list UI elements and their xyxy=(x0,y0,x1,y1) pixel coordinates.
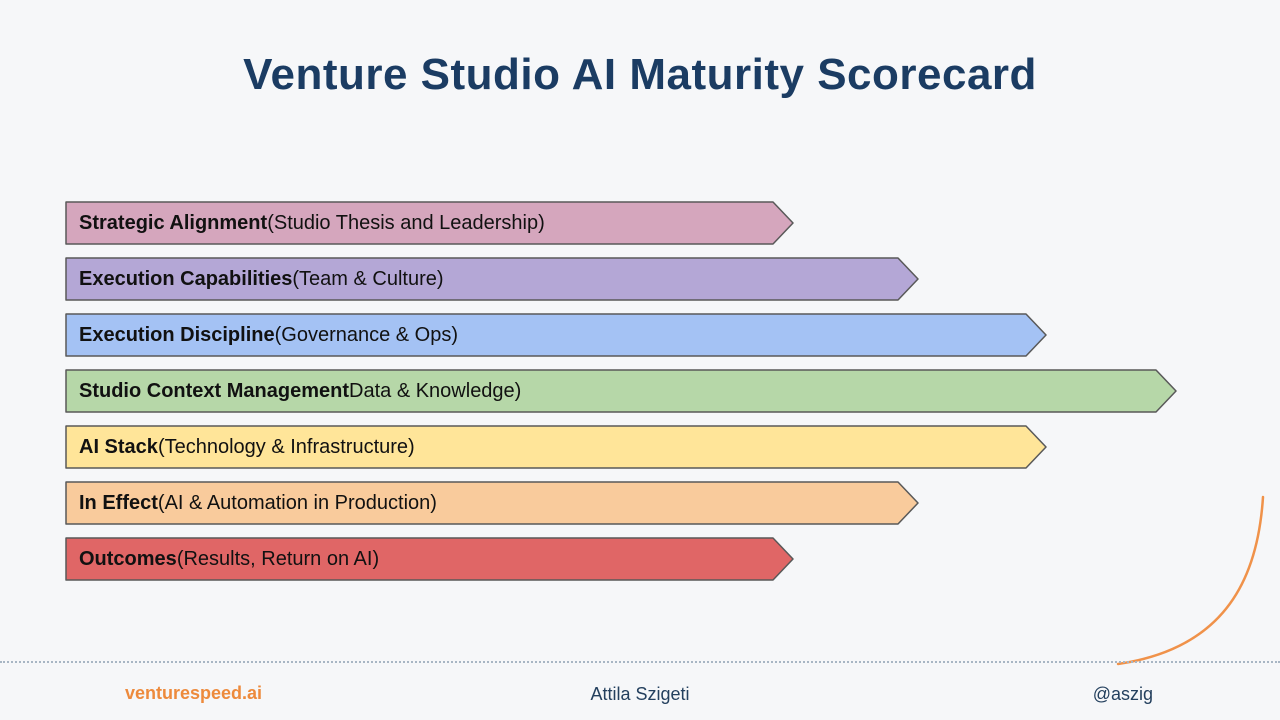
maturity-bar-4: AI Stack (Technology & Infrastructure) xyxy=(65,425,1048,469)
footer-divider xyxy=(0,661,1280,663)
bar-label: In Effect (AI & Automation in Production… xyxy=(79,491,437,514)
bar-label: Execution Discipline (Governance & Ops) xyxy=(79,323,459,346)
bar-label: Execution Capabilities (Team & Culture) xyxy=(79,267,444,290)
footer-social-handle[interactable]: @aszig xyxy=(1092,684,1153,704)
arrow-shape xyxy=(65,201,794,245)
bar-label: Studio Context Management Data & Knowled… xyxy=(79,379,522,402)
maturity-bar-1: Execution Capabilities (Team & Culture) xyxy=(65,257,920,301)
bar-label: Outcomes (Results, Return on AI) xyxy=(79,547,380,570)
page-title: Venture Studio AI Maturity Scorecard xyxy=(243,50,1037,99)
maturity-bar-5: In Effect (AI & Automation in Production… xyxy=(65,481,920,525)
footer-author: Attila Szigeti xyxy=(590,684,690,704)
arrow-shape xyxy=(65,537,794,581)
arrow-shape xyxy=(65,313,1047,357)
maturity-bar-0: Strategic Alignment (Studio Thesis and L… xyxy=(65,201,795,245)
maturity-bar-3: Studio Context Management Data & Knowled… xyxy=(65,369,1178,413)
arrow-shape xyxy=(65,425,1047,469)
maturity-bar-2: Execution Discipline (Governance & Ops) xyxy=(65,313,1048,357)
arrow-shape xyxy=(65,369,1177,413)
bars: Strategic Alignment (Studio Thesis and L… xyxy=(65,201,1178,593)
maturity-bar-6: Outcomes (Results, Return on AI) xyxy=(65,537,795,581)
bar-label: AI Stack (Technology & Infrastructure) xyxy=(79,435,415,458)
bar-label: Strategic Alignment (Studio Thesis and L… xyxy=(79,211,545,234)
footer-brand-link[interactable]: venturespeed.ai xyxy=(125,683,263,703)
arrow-shape xyxy=(65,257,919,301)
arrow-shape xyxy=(65,481,919,525)
